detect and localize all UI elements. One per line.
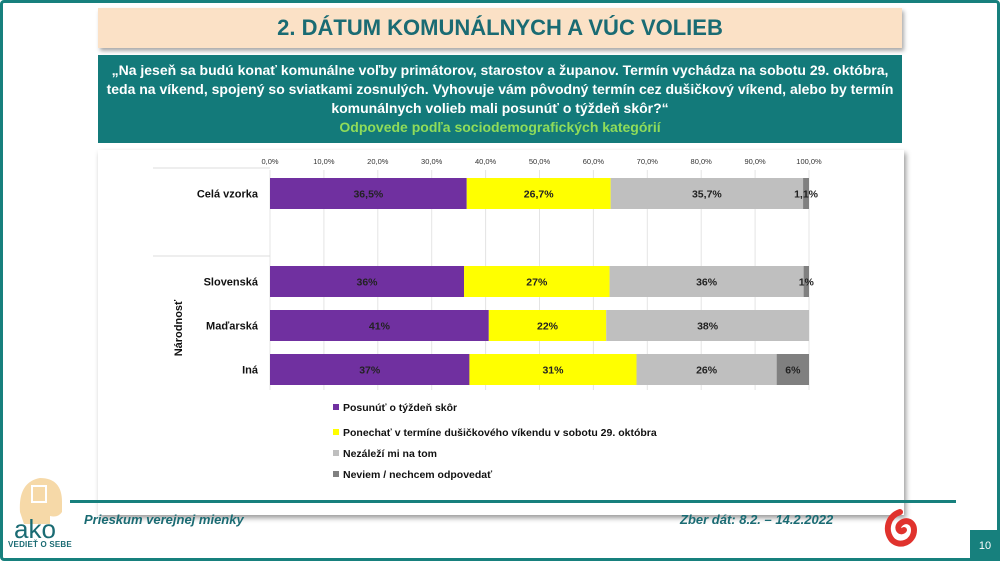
bar-segment (469, 354, 637, 385)
data-label: 35,7% (692, 189, 722, 201)
ako-logo: ako (14, 478, 62, 540)
subtitle: Odpovede podľa sociodemografických kateg… (339, 119, 661, 135)
data-label: 36% (357, 277, 379, 289)
chart-panel: 0,0% 10,0% 20,0% 30,0% 40,0% 50,0% 60,0% 70,0% 8… (98, 150, 904, 515)
x-tick-label: 50,0% (529, 157, 551, 166)
data-label: 1,1% (794, 189, 819, 201)
bar-segment (466, 178, 611, 209)
legend-item: Posunúť o týždeň skôr (343, 402, 457, 414)
question-box: „Na jeseň sa budú konať komunálne voľby … (98, 55, 902, 143)
bar-segment (803, 266, 809, 297)
joj-logo (884, 509, 918, 547)
page-number: 10 (970, 530, 1000, 561)
legend-swatch (333, 450, 339, 456)
data-label: 31% (542, 365, 564, 377)
logo-tagline: VEDIEŤ O SEBE (8, 540, 72, 549)
bar-segment (803, 178, 809, 209)
legend-swatch (333, 471, 339, 477)
legend-item: Neviem / nechcem odpovedať (343, 469, 493, 481)
bar-segment (776, 354, 809, 385)
bar-segment (609, 266, 804, 297)
bar-segment (464, 266, 610, 297)
bar-segment (270, 354, 470, 385)
footer-divider (70, 500, 956, 503)
data-label: 41% (369, 321, 391, 333)
category-label: Iná (242, 365, 259, 377)
group-label: Národnosť (173, 299, 185, 356)
x-tick-label: 90,0% (744, 157, 766, 166)
x-tick-label: 80,0% (691, 157, 713, 166)
legend-swatch (333, 404, 339, 410)
bar-segment (606, 310, 809, 341)
legend-swatch (333, 429, 339, 435)
x-tick-label: 20,0% (367, 157, 389, 166)
bar-segment (270, 310, 489, 341)
question-text: „Na jeseň sa budú konať komunálne voľby … (106, 62, 894, 116)
data-label: 22% (537, 321, 559, 333)
x-tick-label: 0,0% (261, 157, 278, 166)
legend-item: Nezáleží mi na tom (343, 448, 437, 460)
legend-item: Ponechať v termíne dušičkového víkendu v… (343, 427, 657, 439)
data-label: 26,7% (524, 189, 554, 201)
logo-text: ako (14, 514, 56, 540)
data-label: 38% (697, 321, 719, 333)
bar-segment (270, 266, 465, 297)
data-label: 37% (359, 365, 381, 377)
category-label: Slovenská (204, 277, 259, 289)
data-label: 27% (526, 277, 548, 289)
x-tick-label: 10,0% (313, 157, 335, 166)
stacked-bar-chart: 0,0% 10,0% 20,0% 30,0% 40,0% 50,0% 60,0% 70,0% 8… (153, 157, 822, 481)
x-tick-label: 100,0% (796, 157, 822, 166)
data-label: 1% (799, 277, 815, 289)
x-tick-label: 30,0% (421, 157, 443, 166)
bar-segment (636, 354, 777, 385)
slide-title: 2. DÁTUM KOMUNÁLNYCH A VÚC VOLIEB (98, 8, 902, 48)
bar-segment (610, 178, 804, 209)
footer-survey-label: Prieskum verejnej mienky (84, 512, 244, 527)
x-tick-label: 60,0% (583, 157, 605, 166)
x-tick-label: 40,0% (475, 157, 497, 166)
footer-date: Zber dát: 8.2. – 14.2.2022 (680, 512, 834, 527)
bar-segment (270, 178, 467, 209)
data-label: 6% (785, 365, 801, 377)
category-label: Celá vzorka (197, 189, 259, 201)
x-tick-label: 70,0% (637, 157, 659, 166)
data-label: 26% (696, 365, 718, 377)
category-label: Maďarská (206, 321, 259, 333)
data-label: 36,5% (353, 189, 383, 201)
bar-segment (488, 310, 607, 341)
data-label: 36% (696, 277, 718, 289)
